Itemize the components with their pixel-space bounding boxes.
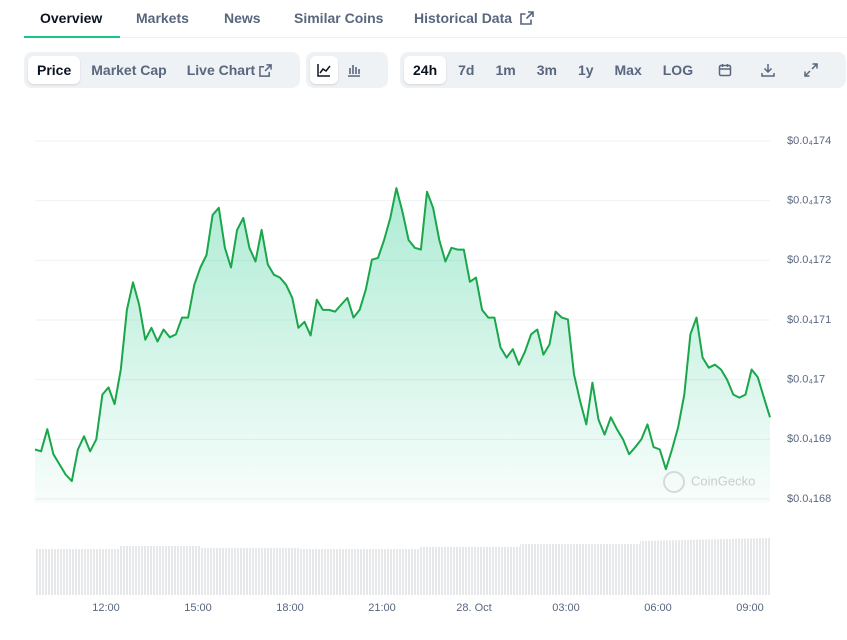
external-icon bbox=[259, 63, 273, 77]
price-line bbox=[34, 187, 771, 483]
y-tick-label: $0.0₄173 bbox=[787, 195, 831, 207]
x-tick-label: 09:00 bbox=[736, 602, 764, 614]
chart-style-switch bbox=[306, 52, 388, 88]
line-icon bbox=[317, 64, 331, 77]
calendar-icon bbox=[718, 64, 732, 77]
candle-icon bbox=[348, 65, 360, 77]
calendar-button[interactable] bbox=[711, 56, 739, 84]
view-button[interactable]: Price bbox=[28, 56, 81, 84]
x-tick-label: 28. Oct bbox=[456, 602, 491, 614]
y-tick-label: $0.0₄171 bbox=[787, 314, 831, 326]
range-button[interactable]: 24h bbox=[404, 56, 447, 84]
external-icon bbox=[520, 11, 534, 25]
line-chart-button[interactable] bbox=[310, 56, 338, 84]
download-button[interactable] bbox=[754, 56, 782, 84]
y-tick-label: $0.0₄168 bbox=[787, 493, 831, 505]
x-tick-label: 12:00 bbox=[92, 602, 120, 614]
tab[interactable]: Historical Data bbox=[414, 10, 534, 26]
tab[interactable]: Markets bbox=[136, 10, 189, 26]
tab-divider bbox=[24, 37, 847, 38]
x-tick-label: 18:00 bbox=[276, 602, 304, 614]
tab-label: Historical Data bbox=[414, 10, 513, 26]
tab[interactable]: Overview bbox=[40, 10, 103, 26]
x-tick-label: 21:00 bbox=[368, 602, 396, 614]
candle-chart-button[interactable] bbox=[340, 56, 368, 84]
range-button[interactable]: Max bbox=[614, 62, 642, 78]
tab-indicator bbox=[24, 36, 120, 38]
download-icon bbox=[761, 64, 775, 77]
volume-bars bbox=[35, 538, 770, 595]
price-area bbox=[35, 188, 770, 503]
tab[interactable]: News bbox=[224, 10, 261, 26]
expand-icon bbox=[804, 63, 818, 77]
watermark: CoinGecko bbox=[663, 471, 755, 493]
view-label: Live Chart bbox=[186, 62, 256, 78]
tab[interactable]: Similar Coins bbox=[294, 10, 384, 26]
view-button[interactable]: Live Chart bbox=[178, 56, 281, 84]
range-button[interactable]: 3m bbox=[536, 62, 557, 78]
x-tick-label: 03:00 bbox=[552, 602, 580, 614]
y-tick-label: $0.0₄172 bbox=[787, 254, 831, 266]
range-switch: 24h 7d 1m 3m 1y Max LOG bbox=[400, 52, 846, 88]
view-switch: Price Market Cap Live Chart bbox=[24, 52, 300, 88]
log-button[interactable]: LOG bbox=[662, 62, 694, 78]
watermark-text: CoinGecko bbox=[691, 473, 755, 488]
x-tick-label: 06:00 bbox=[644, 602, 672, 614]
range-button[interactable]: 7d bbox=[458, 62, 475, 78]
range-button[interactable]: 1m bbox=[495, 62, 516, 78]
fullscreen-button[interactable] bbox=[797, 56, 825, 84]
view-button[interactable]: Market Cap bbox=[91, 62, 167, 78]
range-button[interactable]: 1y bbox=[577, 62, 594, 78]
y-tick-label: $0.0₄169 bbox=[787, 433, 831, 445]
y-tick-label: $0.0₄17 bbox=[787, 374, 825, 386]
y-tick-label: $0.0₄174 bbox=[787, 135, 831, 147]
x-tick-label: 15:00 bbox=[184, 602, 212, 614]
